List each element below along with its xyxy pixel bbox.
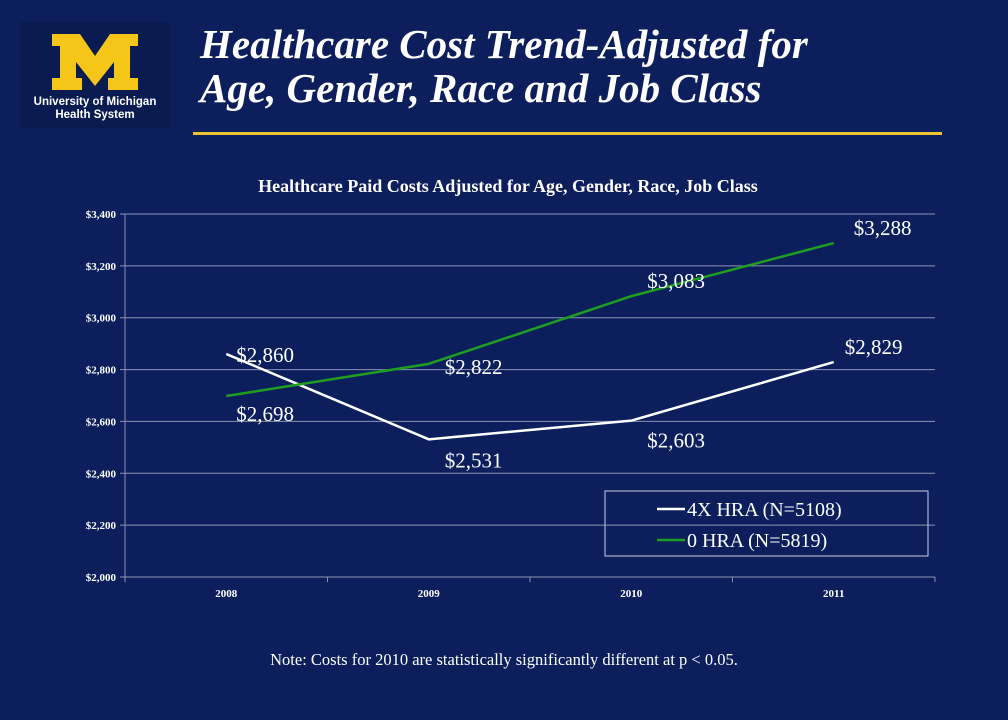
data-label: $3,083 <box>647 269 705 293</box>
data-label: $3,288 <box>854 216 912 240</box>
data-label: $2,829 <box>845 335 903 359</box>
logo-name-line2: Health System <box>55 109 135 121</box>
data-labels: $2,860 $2,531 $2,603 $2,829 $2,698 $2,822 $3,0… <box>236 216 911 472</box>
chart-title: Healthcare Paid Costs Adjusted for Age, … <box>258 176 758 196</box>
axes: $2,000 $2,200 $2,400 $2,600 $2,800 $3,000 $3,2… <box>86 209 936 600</box>
series-line-hra-4x <box>225 352 835 441</box>
y-tick-label: $2,600 <box>86 416 117 428</box>
x-tick-label: 2008 <box>215 588 238 600</box>
data-label: $2,603 <box>647 429 705 453</box>
x-tick-label: 2009 <box>418 588 441 600</box>
slide-title-line2: Age, Gender, Race and Job Class <box>200 65 762 111</box>
legend-box <box>604 490 929 557</box>
slide-title-line1: Healthcare Cost Trend-Adjusted for <box>200 21 808 67</box>
block-m-icon <box>52 34 138 90</box>
data-label: $2,531 <box>445 448 503 472</box>
x-tick-label: 2011 <box>823 588 844 600</box>
series-lines <box>225 241 835 441</box>
series-line-hra-0 <box>226 241 835 398</box>
x-tick-label: 2010 <box>620 588 643 600</box>
slide-title: Healthcare Cost Trend-Adjusted for Age, … <box>200 22 990 110</box>
y-tick-label: $3,400 <box>86 209 117 221</box>
gridlines <box>125 213 935 578</box>
legend-label: 0 HRA (N=5819) <box>687 530 827 552</box>
data-label: $2,822 <box>445 355 503 379</box>
y-tick-label: $2,000 <box>86 572 117 584</box>
y-tick-label: $3,200 <box>86 261 117 273</box>
data-label: $2,698 <box>236 402 294 426</box>
y-tick-label: $2,800 <box>86 365 117 377</box>
legend-label: 4X HRA (N=5108) <box>687 499 842 521</box>
title-divider <box>193 132 942 135</box>
y-tick-label: $3,000 <box>86 313 117 325</box>
data-label: $2,860 <box>236 343 294 367</box>
y-tick-label: $2,200 <box>86 520 117 532</box>
y-tick-label: $2,400 <box>86 468 117 480</box>
footnote: Note: Costs for 2010 are statistically s… <box>270 650 738 669</box>
university-logo: University of Michigan Health System <box>20 22 170 128</box>
legend: 4X HRA (N=5108) 0 HRA (N=5819) <box>604 490 929 557</box>
logo-name-line1: University of Michigan <box>33 96 157 108</box>
